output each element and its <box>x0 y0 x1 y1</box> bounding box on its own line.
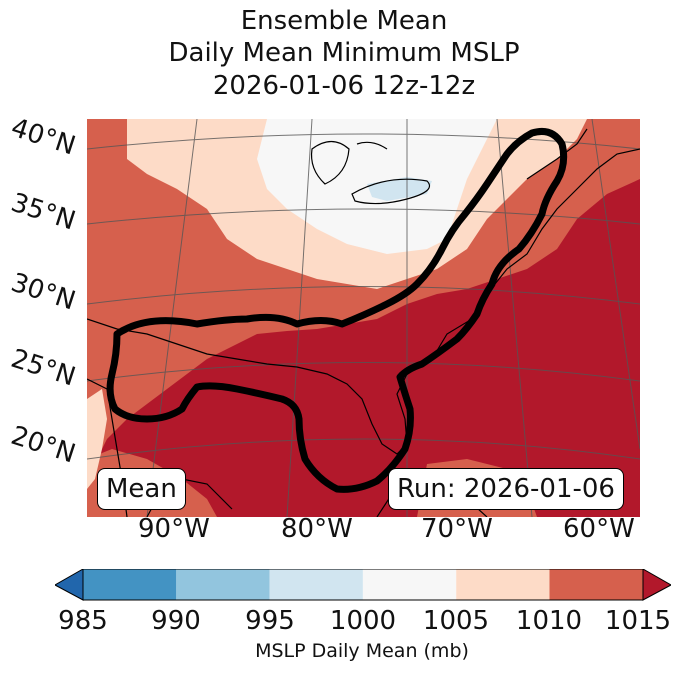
run-box: Run: 2026-01-06 <box>388 468 624 510</box>
outline-contour <box>106 127 568 493</box>
colorbar-label: MSLP Daily Mean (mb) <box>255 640 469 662</box>
colorbar-tick-990: 990 <box>151 606 201 636</box>
colorbar-extend-high <box>642 569 671 601</box>
map-panel: Mean Run: 2026-01-06 <box>87 119 640 517</box>
lat-label-35: 35°N <box>7 187 79 237</box>
title-line-1: Ensemble Mean <box>240 6 448 36</box>
title-line-3: 2026-01-06 12z-12z <box>212 71 476 101</box>
lat-label-20: 20°N <box>7 420 79 470</box>
lat-label-30: 30°N <box>7 267 79 317</box>
colorbar <box>55 569 671 601</box>
colorbar-segment-1000 <box>362 569 457 600</box>
colorbar-segment-985 <box>83 569 177 600</box>
lon-label-70w: 70°W <box>421 514 493 544</box>
colorbar-tick-985: 985 <box>58 606 108 636</box>
colorbar-segment-1005 <box>456 569 550 600</box>
colorbar-tick-1010: 1010 <box>515 606 583 636</box>
colorbar-segment-1010 <box>549 569 643 600</box>
colorbar-extend-low <box>55 569 84 601</box>
mslp-map <box>87 119 640 517</box>
lon-label-90w: 90°W <box>138 514 210 544</box>
lon-label-60w: 60°W <box>563 514 635 544</box>
mean-box: Mean <box>97 468 186 510</box>
field-995 <box>367 177 432 201</box>
lon-label-80w: 80°W <box>281 514 353 544</box>
colorbar-tick-1000: 1000 <box>329 606 397 636</box>
lat-label-25: 25°N <box>7 343 79 393</box>
title-line-2: Daily Mean Minimum MSLP <box>168 38 520 68</box>
colorbar-segment-990 <box>176 569 270 600</box>
colorbar-tick-1005: 1005 <box>422 606 490 636</box>
lat-label-40: 40°N <box>7 112 79 162</box>
colorbar-tick-995: 995 <box>245 606 295 636</box>
colorbar-segment-995 <box>269 569 363 600</box>
colorbar-tick-1015: 1015 <box>604 606 672 636</box>
